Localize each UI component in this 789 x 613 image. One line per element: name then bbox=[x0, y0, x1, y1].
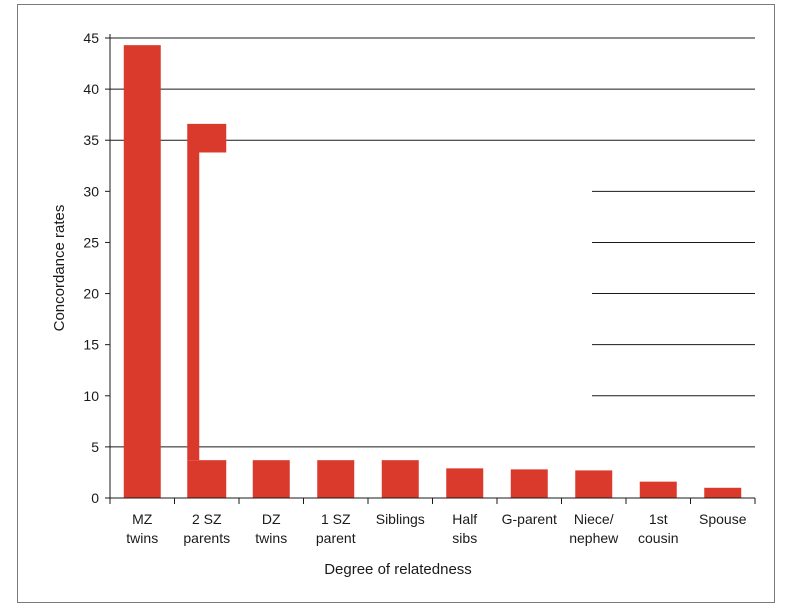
bar-range-top bbox=[187, 123, 227, 153]
axes bbox=[105, 34, 756, 504]
y-tick-label-20: 20 bbox=[83, 286, 99, 302]
x-tick-label: 2 SZ bbox=[192, 511, 222, 527]
bar-mz-twins bbox=[123, 45, 161, 499]
y-axis-title: Concordance rates bbox=[51, 205, 68, 332]
tick-labels: 0 5 10 15 20 25 30 35 40 45 MZ twins 2 SZ parents DZ tw… bbox=[83, 30, 746, 546]
bar-2-sz-parents bbox=[187, 460, 227, 498]
x-tick-label: parent bbox=[316, 530, 356, 546]
y-tick-label-5: 5 bbox=[91, 439, 99, 455]
bar-niece-nephew bbox=[575, 470, 613, 498]
x-axis-title: Degree of relatedness bbox=[324, 561, 472, 578]
chart-frame bbox=[17, 4, 775, 603]
y-tick-label-35: 35 bbox=[83, 132, 99, 148]
y-tick-label-15: 15 bbox=[83, 337, 99, 353]
x-tick-label: Siblings bbox=[376, 511, 425, 527]
bars bbox=[123, 45, 742, 499]
y-tick-label-40: 40 bbox=[83, 81, 99, 97]
x-tick-label: Half bbox=[452, 511, 477, 527]
x-tick-label: 1st bbox=[649, 511, 668, 527]
bar-1sz-parent bbox=[317, 460, 355, 498]
bar-range-stem bbox=[187, 152, 200, 461]
x-tick-label: parents bbox=[183, 530, 230, 546]
y-tick-label-25: 25 bbox=[83, 234, 99, 250]
x-tick-label: Niece/ bbox=[574, 511, 614, 527]
bar-g-parent bbox=[510, 469, 548, 498]
bar-1st-cousin bbox=[639, 481, 677, 498]
x-tick-label: Spouse bbox=[699, 511, 747, 527]
bar-dz-twins bbox=[252, 460, 290, 498]
x-tick-label: twins bbox=[255, 530, 287, 546]
x-tick-label: G-parent bbox=[502, 511, 557, 527]
gridlines bbox=[110, 37, 755, 448]
bar-siblings bbox=[381, 460, 419, 498]
x-tick-label: 1 SZ bbox=[321, 511, 351, 527]
bar-half-sibs bbox=[446, 468, 484, 498]
y-tick-label-0: 0 bbox=[91, 490, 99, 506]
y-tick-label-30: 30 bbox=[83, 183, 99, 199]
x-tick-label: sibs bbox=[452, 530, 477, 546]
x-tick-label: cousin bbox=[638, 530, 678, 546]
x-tick-label: twins bbox=[126, 530, 158, 546]
y-tick-label-10: 10 bbox=[83, 388, 99, 404]
bar-spouse bbox=[704, 487, 742, 498]
x-tick-label: nephew bbox=[569, 530, 619, 546]
x-tick-label: DZ bbox=[262, 511, 281, 527]
y-tick-label-45: 45 bbox=[83, 30, 99, 46]
x-tick-label: MZ bbox=[132, 511, 153, 527]
